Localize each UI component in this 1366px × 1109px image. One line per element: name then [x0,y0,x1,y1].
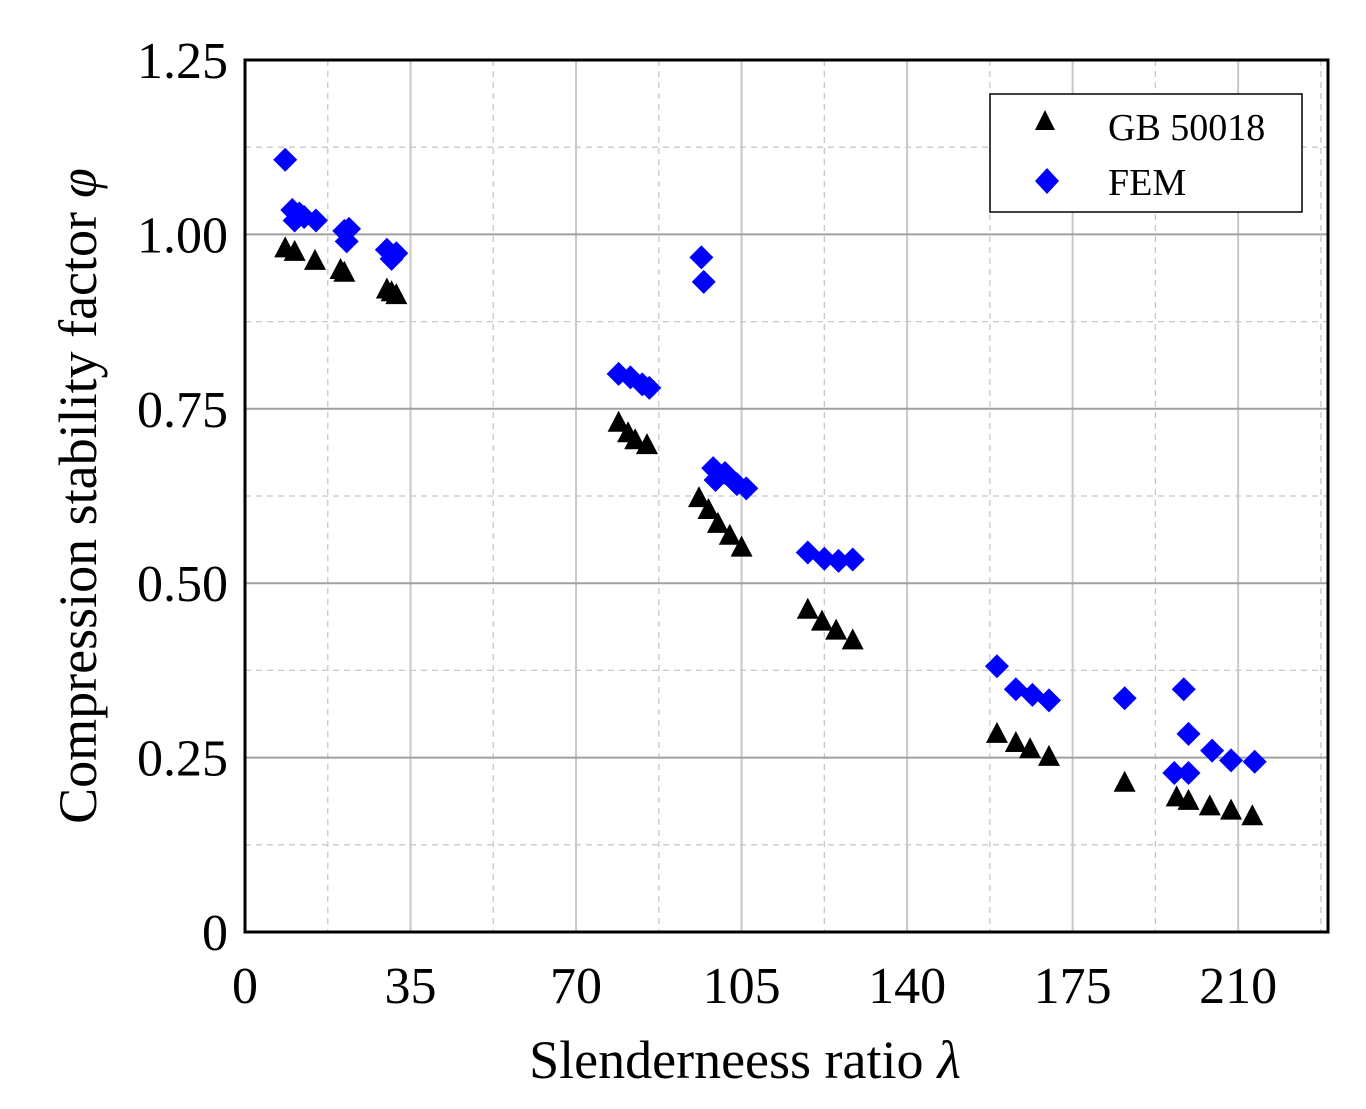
fem-point [734,476,759,501]
gb-50018-point [841,628,864,650]
fem-point [826,548,851,573]
gb-50018-point [1177,788,1200,810]
legend-label-fem: FEM [1108,162,1186,204]
y-tick-label: 0.75 [137,382,228,439]
y-tick-label: 0.25 [137,731,228,788]
y-tick-label: 0.50 [137,556,228,613]
fem-point [1200,738,1225,763]
x-axis-ticks: 0 35 70 105 140 175 210 [232,958,1277,1015]
gb-50018-point [706,511,729,533]
fem-point [637,375,662,400]
gb-50018-point [1037,744,1060,766]
x-axis-title: Slenderneess ratio λ [529,1030,961,1090]
x-tick-label: 105 [703,958,781,1015]
gb-50018-point [697,497,720,519]
x-tick-label: 35 [385,958,437,1015]
gb-50018-point [985,721,1008,743]
fem-point [1036,688,1061,713]
gb-50018-point [1004,730,1027,752]
fem-point [1171,677,1196,702]
gb-50018-point [825,618,848,640]
fem-point [337,216,362,241]
legend-marker-gb50018 [1035,110,1055,130]
legend-label-gb50018: GB 50018 [1108,107,1265,149]
grid [245,60,1328,932]
fem-point [384,241,409,266]
plot-frame [243,58,1330,934]
gb-50018-point [810,609,833,631]
x-tick-label: 0 [232,958,258,1015]
fem-point [303,208,328,233]
gb-50018-point [283,239,306,261]
gb-50018-point [303,248,326,270]
fem-point [689,245,714,270]
gb-50018-point [624,428,647,450]
x-tick-label: 140 [868,958,946,1015]
fem-point [1219,748,1244,773]
gb-50018-point [1198,794,1221,816]
y-tick-label: 0 [202,905,228,962]
x-tick-label: 70 [550,958,602,1015]
fem-point [273,147,298,172]
gb-50018-point [333,260,356,282]
gb-50018-point [1113,770,1136,792]
fem-point [1242,749,1267,774]
fem-point [1112,686,1137,711]
gb-50018-point [718,523,741,545]
fem-point [1176,721,1201,746]
fem-point [812,546,837,571]
gb-50018-point [796,597,819,619]
x-tick-label: 210 [1199,958,1277,1015]
gb-50018-point [385,283,408,305]
fem-point [691,269,716,294]
legend-marker-fem [1035,168,1059,194]
fem-point [984,654,1009,679]
gb-50018-point [607,410,630,432]
data-points [273,147,1267,826]
y-axis-ticks: 0 0.25 0.50 0.75 1.00 1.25 [137,33,228,962]
y-tick-label: 1.00 [137,207,228,264]
fem-point [1162,760,1187,785]
gb-50018-point [635,433,658,455]
fem-point [840,547,865,572]
fem-point [1176,760,1201,785]
legend: GB 50018 FEM [989,93,1303,213]
legend-box [989,93,1303,213]
x-tick-label: 175 [1034,958,1112,1015]
gb-50018-point [688,486,711,508]
gb-50018-point [1220,798,1243,820]
y-axis-title: Compression stability factorφ [48,168,108,824]
gb-50018-point [1019,737,1042,759]
gb-50018-point [730,535,753,557]
y-tick-label: 1.25 [137,33,228,90]
gb-50018-point [1241,804,1264,826]
